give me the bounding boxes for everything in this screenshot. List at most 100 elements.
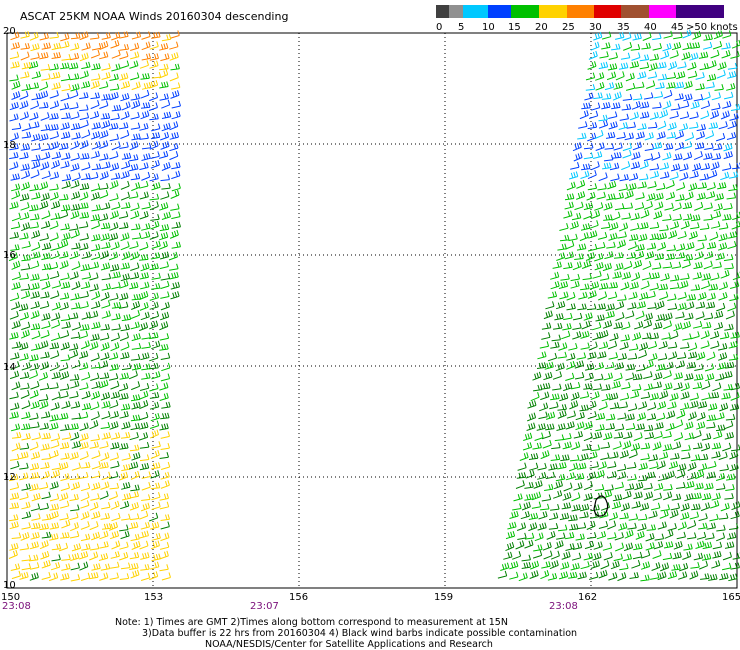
wind-barb (150, 282, 161, 290)
wind-barb (615, 312, 625, 321)
wind-barb (669, 50, 679, 59)
wind-barb (21, 563, 32, 571)
wind-barb (21, 254, 31, 262)
legend-swatch (488, 5, 511, 18)
wind-barb (580, 561, 590, 570)
wind-barb (639, 101, 650, 109)
wind-barb (639, 111, 650, 119)
wind-barb (39, 523, 49, 531)
wind-barb (682, 213, 693, 221)
wind-barb (543, 550, 553, 560)
wind-barb (729, 293, 739, 302)
wind-barb (549, 560, 559, 570)
wind-barb (564, 193, 575, 201)
wind-barb (129, 513, 140, 521)
wind-barb (130, 569, 140, 579)
grid-lines (6, 32, 738, 589)
wind-barb (70, 83, 80, 92)
wind-barb (659, 390, 669, 400)
wind-barb (631, 272, 641, 282)
wind-barb (40, 161, 50, 171)
wind-barb (637, 513, 648, 521)
wind-barb (110, 172, 121, 180)
wind-barb (605, 310, 615, 319)
wind-barb (141, 372, 151, 380)
wind-barb (129, 241, 139, 250)
wind-barb (139, 254, 149, 261)
wind-barb (632, 551, 643, 560)
wind-barb (160, 352, 171, 360)
wind-barb (676, 409, 686, 419)
wind-barb (131, 452, 141, 461)
wind-barb (139, 400, 149, 410)
wind-barb (701, 381, 711, 390)
wind-barb (111, 301, 122, 309)
wind-barb (559, 291, 569, 300)
wind-barb (708, 573, 718, 581)
wind-barb (99, 461, 109, 469)
wind-barb (608, 512, 618, 521)
wind-barb (10, 361, 20, 370)
wind-barb (725, 310, 735, 320)
wind-barb (568, 462, 579, 472)
wind-barb (703, 214, 713, 221)
wind-barb (19, 371, 30, 380)
wind-barb (50, 242, 60, 251)
wind-barb (141, 494, 151, 501)
wind-barb (151, 272, 161, 280)
wind-barb (170, 90, 180, 99)
wind-barb (657, 473, 668, 482)
legend-tick-label: 5 (458, 22, 465, 33)
wind-barb (720, 502, 730, 512)
wind-barb (706, 182, 716, 191)
wind-barb (119, 60, 130, 69)
wind-barb (100, 250, 110, 260)
wind-barb (589, 571, 599, 580)
wind-barb (548, 463, 558, 471)
wind-barb (100, 323, 110, 331)
wind-barb (605, 423, 615, 431)
wind-barb (554, 313, 564, 321)
wind-barb (141, 53, 151, 61)
wind-barb (679, 280, 689, 289)
wind-barb (653, 483, 664, 491)
wind-barb (664, 529, 674, 539)
wind-barb (593, 32, 603, 41)
wind-barb (720, 269, 730, 279)
wind-barb (601, 31, 612, 40)
wind-barb (592, 552, 602, 561)
wind-barb (149, 60, 159, 69)
wind-barb (100, 233, 110, 241)
wind-barb (11, 381, 21, 391)
wind-barb (58, 542, 69, 552)
pass-time-middle: 23:07 (250, 601, 279, 612)
wind-barb (605, 303, 615, 311)
legend-tick-label: >50 knots (686, 22, 738, 33)
wind-barb (697, 401, 708, 409)
wind-barb (692, 162, 702, 172)
wind-barb (50, 332, 61, 342)
wind-barb (630, 44, 641, 51)
wind-barb (590, 444, 601, 452)
wind-barb (109, 263, 120, 272)
wind-barb (731, 501, 740, 511)
wind-barb (91, 511, 101, 520)
wind-barb (550, 271, 560, 280)
wind-barb (149, 231, 159, 240)
wind-barb (651, 562, 661, 571)
wind-barb (619, 222, 629, 232)
wind-barb (60, 92, 70, 102)
wind-barb (119, 524, 129, 532)
wind-barb (623, 202, 633, 210)
wind-barb (171, 100, 181, 109)
wind-barb (39, 400, 49, 410)
wind-barb (70, 331, 81, 339)
wind-barb (594, 253, 604, 262)
wind-barb (151, 123, 161, 132)
wind-barb (79, 422, 89, 431)
wind-barb (129, 444, 140, 452)
wind-barb (712, 261, 722, 269)
wind-barb (503, 551, 513, 560)
wind-barb (161, 362, 171, 372)
wind-barb (119, 301, 129, 309)
